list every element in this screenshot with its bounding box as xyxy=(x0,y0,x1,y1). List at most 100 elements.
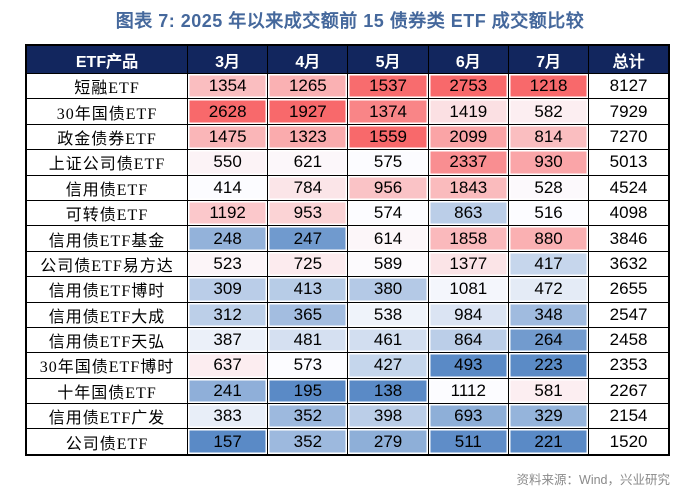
volume-cell: 637 xyxy=(186,352,269,379)
etf-name-cell: 十年国债ETF xyxy=(25,377,188,405)
volume-cell: 1537 xyxy=(347,72,429,100)
volume-cell: 383 xyxy=(186,403,269,430)
volume-cell: 380 xyxy=(347,276,429,303)
volume-cell: 348 xyxy=(507,301,590,328)
header-cell-march: 3月 xyxy=(186,44,269,74)
volume-cell: 956 xyxy=(347,174,429,201)
volume-cell: 1218 xyxy=(507,72,590,100)
table-row: 30年国债ETF 2628 1927 1374 1419 582 7929 xyxy=(25,98,670,125)
total-cell: 8127 xyxy=(588,72,670,100)
volume-cell: 1354 xyxy=(186,72,269,100)
volume-cell: 814 xyxy=(507,123,590,151)
volume-cell: 472 xyxy=(507,276,590,303)
header-cell-may: 5月 xyxy=(347,44,429,74)
volume-cell: 930 xyxy=(507,149,590,176)
volume-cell: 1081 xyxy=(427,276,509,303)
volume-cell: 538 xyxy=(347,301,429,328)
volume-cell: 481 xyxy=(267,326,349,354)
volume-cell: 248 xyxy=(186,225,269,252)
total-cell: 4098 xyxy=(588,199,670,227)
volume-cell: 574 xyxy=(347,199,429,227)
volume-cell: 157 xyxy=(186,428,269,456)
volume-cell: 984 xyxy=(427,301,509,328)
volume-cell: 516 xyxy=(507,199,590,227)
volume-cell: 312 xyxy=(186,301,269,328)
total-cell: 2267 xyxy=(588,377,670,405)
volume-cell: 241 xyxy=(186,377,269,405)
volume-cell: 221 xyxy=(507,428,590,456)
header-row: ETF产品 3月 4月 5月 6月 7月 总计 xyxy=(25,44,670,74)
header-cell-july: 7月 xyxy=(507,44,590,74)
table-row: 信用债ETF大成 312 365 538 984 348 2547 xyxy=(25,301,670,328)
volume-cell: 417 xyxy=(507,250,590,278)
volume-cell: 528 xyxy=(507,174,590,201)
volume-cell: 2337 xyxy=(427,149,509,176)
table-row: 公司债ETF 157 352 279 511 221 1520 xyxy=(25,428,670,456)
etf-volume-table: ETF产品 3月 4月 5月 6月 7月 总计 短融ETF 1354 1265 153… xyxy=(25,44,670,456)
volume-cell: 1374 xyxy=(347,98,429,125)
header-cell-june: 6月 xyxy=(427,44,509,74)
etf-name-cell: 30年国债ETF博时 xyxy=(25,352,188,379)
volume-cell: 582 xyxy=(507,98,590,125)
header-cell-april: 4月 xyxy=(267,44,349,74)
volume-cell: 279 xyxy=(347,428,429,456)
etf-name-cell: 信用债ETF大成 xyxy=(25,301,188,328)
volume-cell: 1112 xyxy=(427,377,509,405)
etf-name-cell: 30年国债ETF xyxy=(25,98,188,125)
header-cell-total: 总计 xyxy=(588,44,670,74)
volume-cell: 223 xyxy=(507,352,590,379)
volume-cell: 511 xyxy=(427,428,509,456)
volume-cell: 1377 xyxy=(427,250,509,278)
volume-cell: 365 xyxy=(267,301,349,328)
etf-name-cell: 上证公司债ETF xyxy=(25,149,188,176)
total-cell: 2547 xyxy=(588,301,670,328)
volume-cell: 329 xyxy=(507,403,590,430)
volume-cell: 264 xyxy=(507,326,590,354)
volume-cell: 352 xyxy=(267,428,349,456)
volume-cell: 493 xyxy=(427,352,509,379)
volume-cell: 1559 xyxy=(347,123,429,151)
volume-cell: 880 xyxy=(507,225,590,252)
total-cell: 7929 xyxy=(588,98,670,125)
total-cell: 1520 xyxy=(588,428,670,456)
table-row: 30年国债ETF博时 637 573 427 493 223 2353 xyxy=(25,352,670,379)
etf-name-cell: 政金债券ETF xyxy=(25,123,188,151)
volume-cell: 2628 xyxy=(186,98,269,125)
table-row: 信用债ETF基金 248 247 614 1858 880 3846 xyxy=(25,225,670,252)
volume-cell: 195 xyxy=(267,377,349,405)
etf-name-cell: 信用债ETF天弘 xyxy=(25,326,188,354)
volume-cell: 614 xyxy=(347,225,429,252)
volume-cell: 387 xyxy=(186,326,269,354)
table-row: 短融ETF 1354 1265 1537 2753 1218 8127 xyxy=(25,72,670,100)
table-row: 信用债ETF广发 383 352 398 693 329 2154 xyxy=(25,403,670,430)
table-row: 信用债ETF 414 784 956 1843 528 4524 xyxy=(25,174,670,201)
table-row: 可转债ETF 1192 953 574 863 516 4098 xyxy=(25,199,670,227)
header-cell-product: ETF产品 xyxy=(25,44,188,74)
table-row: 上证公司债ETF 550 621 575 2337 930 5013 xyxy=(25,149,670,176)
volume-cell: 725 xyxy=(267,250,349,278)
volume-cell: 413 xyxy=(267,276,349,303)
table-row: 政金债券ETF 1475 1323 1559 2099 814 7270 xyxy=(25,123,670,151)
volume-cell: 1323 xyxy=(267,123,349,151)
volume-cell: 784 xyxy=(267,174,349,201)
etf-name-cell: 公司债ETF易方达 xyxy=(25,250,188,278)
table-row: 公司债ETF易方达 523 725 589 1377 417 3632 xyxy=(25,250,670,278)
volume-cell: 1475 xyxy=(186,123,269,151)
table-row: 信用债ETF天弘 387 481 461 864 264 2458 xyxy=(25,326,670,354)
volume-cell: 461 xyxy=(347,326,429,354)
etf-name-cell: 信用债ETF广发 xyxy=(25,403,188,430)
volume-cell: 953 xyxy=(267,199,349,227)
volume-cell: 138 xyxy=(347,377,429,405)
etf-name-cell: 信用债ETF博时 xyxy=(25,276,188,303)
volume-cell: 309 xyxy=(186,276,269,303)
volume-cell: 523 xyxy=(186,250,269,278)
etf-name-cell: 可转债ETF xyxy=(25,199,188,227)
table-row: 信用债ETF博时 309 413 380 1081 472 2655 xyxy=(25,276,670,303)
total-cell: 2154 xyxy=(588,403,670,430)
total-cell: 3632 xyxy=(588,250,670,278)
total-cell: 2353 xyxy=(588,352,670,379)
source-note: 资料来源：Wind，兴业研究 xyxy=(516,472,670,487)
volume-cell: 1265 xyxy=(267,72,349,100)
volume-cell: 398 xyxy=(347,403,429,430)
volume-cell: 573 xyxy=(267,352,349,379)
